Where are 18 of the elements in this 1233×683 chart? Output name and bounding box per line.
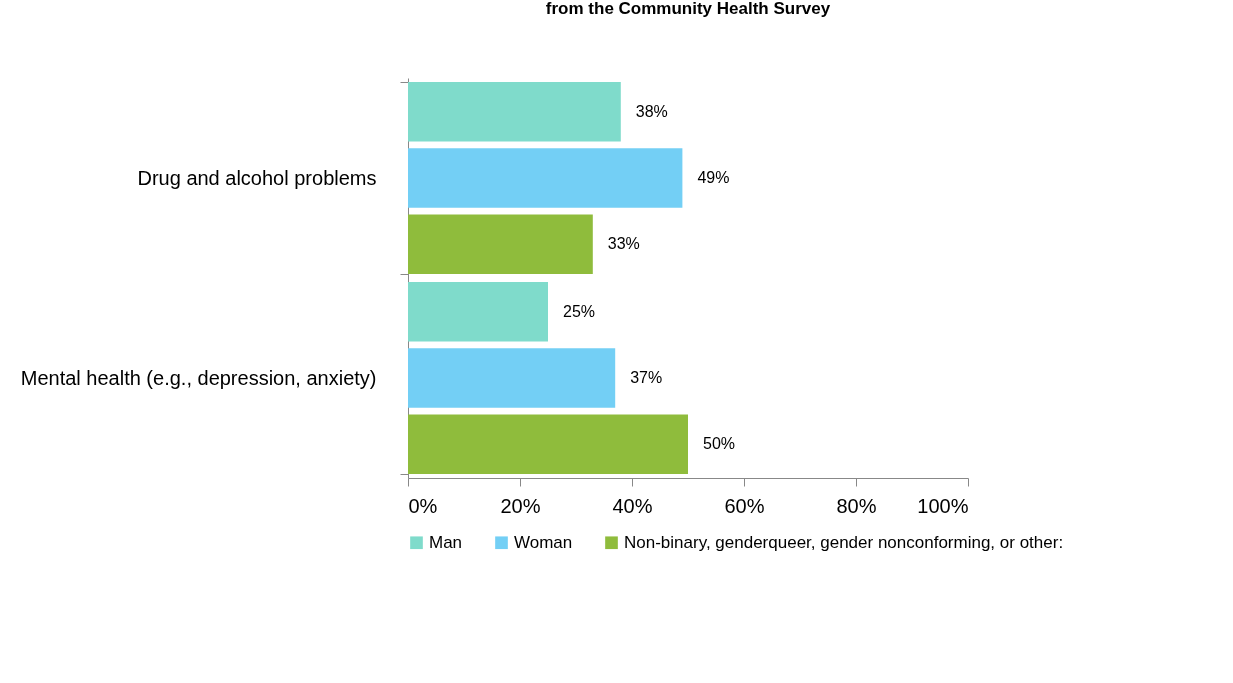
x-tick-label: 40%: [612, 494, 653, 517]
data-label: 50%: [703, 435, 736, 453]
data-label: 37%: [630, 369, 663, 386]
x-tick-label: 60%: [724, 494, 765, 517]
legend-label: Man: [429, 532, 463, 552]
data-label: 33%: [607, 235, 640, 253]
legend-label: Woman: [514, 532, 573, 552]
y-tick-label: Drug and alcohol problems: [137, 166, 377, 189]
x-tick-label: 100%: [917, 494, 969, 517]
x-tick-label: 0%: [408, 494, 438, 517]
x-tick-label: 20%: [500, 494, 541, 517]
x-tick-label: 80%: [836, 494, 877, 517]
data-label: 25%: [563, 302, 596, 320]
chart-title: from the Community Health Survey: [545, 0, 831, 18]
data-label: 49%: [697, 169, 730, 186]
y-tick-label: Mental health (e.g., depression, anxiety): [20, 366, 377, 389]
legend-label: Non-binary, genderqueer, gender nonconforming, or other:: [624, 532, 1064, 552]
data-label: 38%: [635, 102, 668, 120]
